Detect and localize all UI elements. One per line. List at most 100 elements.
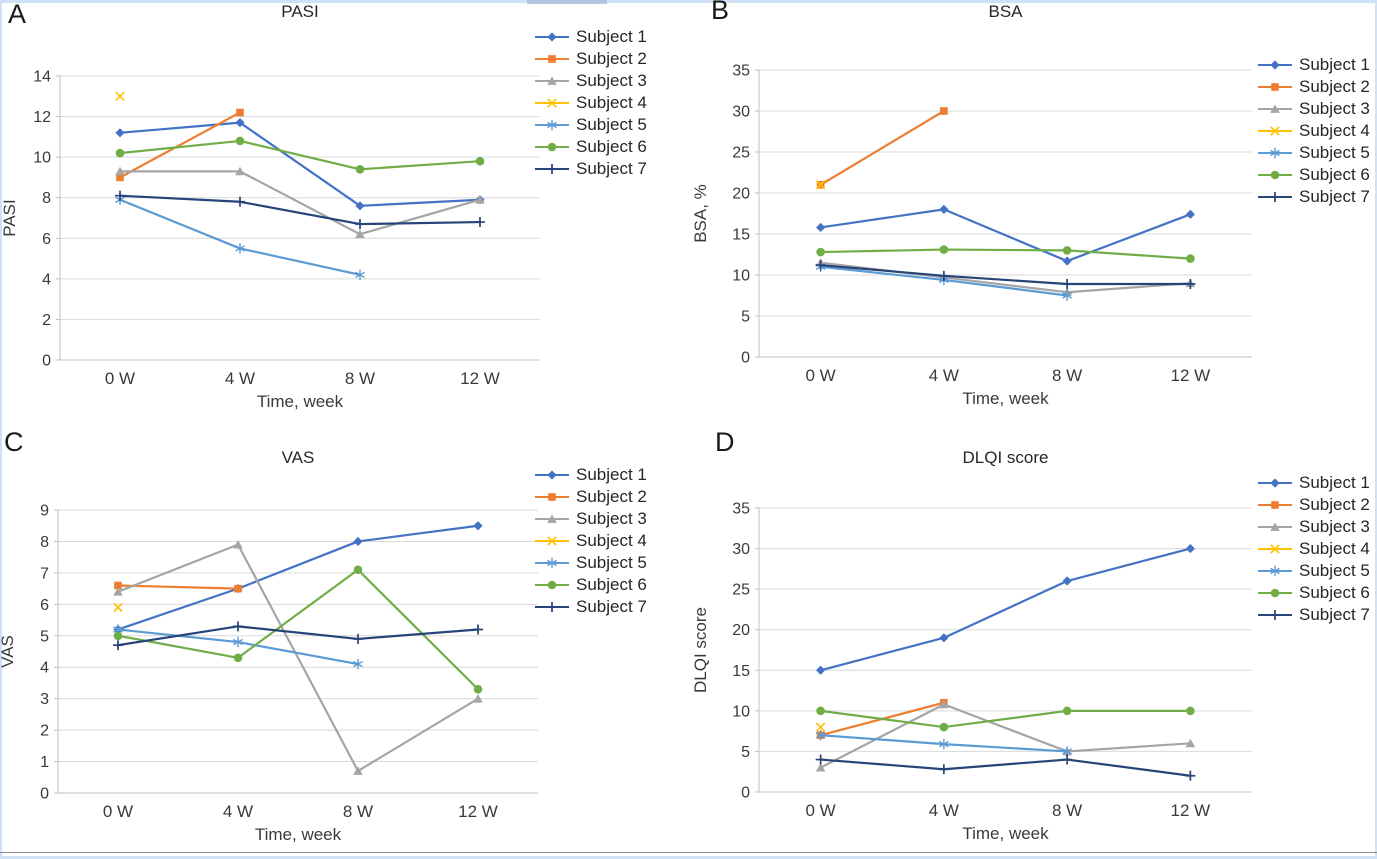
marker-asterisk-icon — [1270, 565, 1280, 576]
legend-item: Subject 4 — [535, 92, 647, 112]
legend-item: Subject 5 — [535, 115, 647, 134]
x-axis-label: Time, week — [255, 825, 342, 844]
marker-asterisk-icon — [939, 738, 949, 750]
marker-circle-icon — [547, 142, 557, 151]
marker-square-icon — [548, 492, 556, 501]
marker-asterisk-icon — [547, 119, 557, 130]
marker-circle-icon — [1270, 588, 1280, 597]
marker-diamond-icon — [1185, 543, 1195, 554]
legend-item: Subject 6 — [1258, 165, 1370, 184]
x-tick-label: 0 W — [103, 802, 133, 821]
marker-circle-icon — [355, 165, 365, 174]
legend-item: Subject 2 — [535, 49, 647, 68]
marker-plus-icon — [115, 190, 125, 201]
marker-asterisk-icon — [547, 557, 557, 568]
marker-triangle-icon — [473, 694, 483, 703]
frame-left — [0, 0, 2, 859]
legend-item: Subject 2 — [535, 486, 647, 506]
legend-marker-icon — [535, 75, 569, 85]
marker-x-icon — [1270, 125, 1280, 136]
series-line — [119, 139, 481, 171]
series-line — [820, 110, 945, 186]
marker-plus-icon — [1185, 279, 1196, 290]
marker-triangle-icon — [235, 166, 245, 176]
marker-circle-icon — [1186, 706, 1195, 716]
y-tick-label: 15 — [732, 227, 750, 244]
marker-asterisk-icon — [353, 658, 363, 670]
marker-diamond-icon — [816, 222, 826, 233]
marker-square-icon — [548, 54, 556, 63]
marker-circle-icon — [353, 565, 363, 575]
legend-marker-icon — [1258, 59, 1292, 70]
marker-triangle-icon — [115, 166, 125, 176]
marker-triangle-icon — [939, 699, 949, 709]
marker-x-icon — [547, 535, 557, 546]
y-tick-label: 1 — [40, 754, 49, 771]
marker-diamond-icon — [1185, 209, 1195, 219]
legend-label: Subject 1 — [576, 26, 647, 46]
marker-triangle-icon — [113, 587, 123, 596]
legend-label: Subject 2 — [576, 486, 647, 506]
line-chart: 0 5 10 15 20 25 30 35 0 W 4 W 8 W 12 W DLQI score Tim… — [691, 501, 1252, 843]
legend-label: Subject 7 — [576, 596, 647, 616]
x-tick-label: 4 W — [225, 369, 255, 388]
series-subject-4 — [113, 602, 123, 613]
legend-marker-icon — [1258, 543, 1292, 554]
series-line — [117, 524, 479, 631]
y-tick-label: 5 — [741, 309, 750, 326]
marker-circle-icon — [113, 631, 123, 641]
marker-square-icon — [114, 581, 122, 590]
line-chart: 0 1 2 3 4 5 6 7 8 9 0 W 4 W 8 W 12 W VAS Time, week — [0, 503, 538, 844]
series-line — [820, 208, 1191, 263]
marker-diamond-icon — [473, 521, 483, 531]
x-tick-label: 0 W — [806, 366, 836, 385]
y-tick-label: 12 — [33, 109, 51, 126]
legend-item: Subject 1 — [535, 465, 647, 484]
marker-diamond-icon — [939, 204, 949, 214]
y-tick-label: 30 — [732, 541, 750, 558]
marker-diamond-icon — [1062, 576, 1072, 586]
legend-label: Subject 6 — [576, 574, 647, 594]
legend-label: Subject 4 — [1299, 120, 1370, 140]
panel-b: B BSA 0 5 10 15 20 25 30 35 0 W 4 W 8 W 12 W BSA, % T… — [687, 0, 1377, 430]
series-subject-3 — [113, 539, 483, 775]
legend-marker-icon — [1258, 565, 1292, 576]
legend-item: Subject 5 — [1258, 143, 1370, 162]
marker-triangle-icon — [547, 75, 557, 85]
y-axis-label: VAS — [0, 635, 17, 668]
series-subject-4 — [115, 91, 125, 102]
x-tick-label: 8 W — [345, 369, 375, 388]
legend-item: Subject 5 — [535, 552, 647, 572]
series-line — [119, 198, 361, 276]
x-tick-label: 12 W — [1171, 801, 1211, 820]
x-tick-label: 4 W — [223, 802, 253, 821]
chart-title: BSA — [988, 2, 1023, 21]
y-tick-label: 7 — [40, 565, 49, 582]
marker-diamond-icon — [1062, 256, 1072, 266]
marker-diamond-icon — [355, 201, 365, 211]
marker-circle-icon — [939, 722, 949, 732]
chart-title: VAS — [281, 448, 315, 467]
line-chart: 0 2 4 6 8 10 12 14 0 W 4 W 8 W 12 W PASI Time, week — [0, 69, 540, 411]
legend-item: Subject 3 — [535, 71, 647, 90]
marker-asterisk-icon — [1270, 147, 1280, 158]
legend-marker-icon — [535, 557, 569, 568]
legend-item: Subject 7 — [1258, 187, 1370, 206]
legend-label: Subject 4 — [1299, 538, 1370, 558]
y-tick-label: 0 — [40, 786, 49, 803]
legend-label: Subject 4 — [576, 92, 647, 112]
y-tick-label: 2 — [40, 723, 49, 740]
panel-a: A PASI 0 2 4 6 8 10 12 14 0 W 4 W 8 W 12 W PASI Time,… — [0, 0, 690, 430]
legend-label: Subject 5 — [576, 552, 647, 572]
marker-plus-icon — [1270, 191, 1280, 202]
marker-circle-icon — [115, 148, 125, 158]
series-subject-3 — [115, 166, 485, 239]
legend-marker-icon — [1258, 500, 1292, 509]
marker-x-icon — [815, 722, 826, 732]
legend-label: Subject 2 — [1299, 494, 1370, 514]
marker-plus-icon — [938, 764, 949, 775]
marker-diamond-icon — [353, 536, 363, 547]
series-line — [820, 758, 1191, 777]
marker-triangle-icon — [1270, 103, 1280, 113]
legend-marker-icon — [535, 54, 569, 63]
